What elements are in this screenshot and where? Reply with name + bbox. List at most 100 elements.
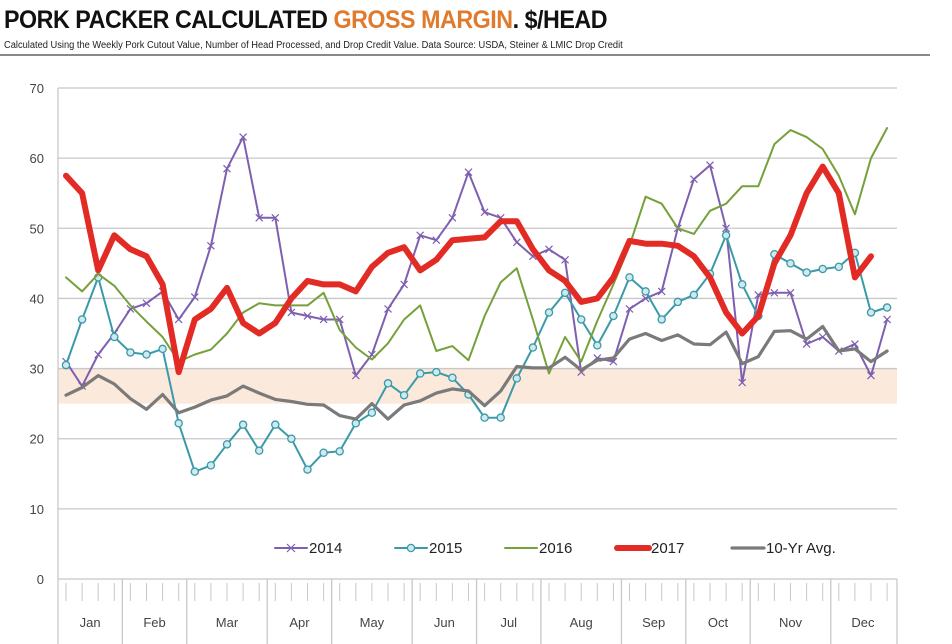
data-point	[77, 315, 87, 324]
x-month-label: Mar	[216, 615, 239, 630]
data-point	[576, 315, 586, 324]
legend-item: 2016	[504, 540, 572, 557]
data-point	[61, 360, 71, 370]
x-month-label: Jan	[80, 615, 101, 630]
data-point	[786, 288, 795, 297]
data-point	[641, 287, 650, 296]
x-month-label: Apr	[289, 615, 310, 630]
data-point	[400, 280, 409, 289]
data-point	[190, 293, 199, 301]
data-point	[448, 213, 457, 222]
y-tick-label: 10	[30, 502, 44, 517]
x-month-label: Jul	[500, 615, 517, 630]
legend-marker	[286, 543, 296, 553]
data-point	[528, 343, 538, 352]
data-point	[802, 268, 811, 277]
data-point	[738, 378, 747, 387]
data-point	[416, 231, 425, 240]
data-point	[110, 332, 119, 342]
x-month-label: Jun	[434, 615, 455, 630]
data-point	[512, 238, 521, 247]
data-point	[673, 297, 683, 307]
data-point	[593, 341, 602, 350]
data-point	[689, 175, 698, 184]
data-point	[657, 287, 666, 296]
data-point	[415, 369, 425, 378]
data-point	[238, 420, 248, 429]
series-line	[65, 127, 889, 375]
data-point	[866, 308, 876, 317]
y-tick-label: 60	[30, 151, 44, 166]
data-point	[464, 168, 473, 177]
y-tick-label: 20	[30, 432, 44, 447]
x-month-label: May	[360, 615, 385, 630]
data-point	[657, 315, 666, 324]
series-2014	[62, 133, 892, 391]
data-point	[174, 315, 183, 324]
data-point	[384, 305, 392, 313]
data-point	[706, 161, 714, 170]
series-2017	[63, 163, 874, 376]
data-point	[271, 213, 280, 222]
y-tick-label: 70	[30, 81, 44, 96]
data-point	[818, 264, 827, 274]
data-point	[351, 419, 361, 428]
data-point	[174, 419, 183, 428]
data-point	[689, 290, 699, 300]
series-2016	[65, 127, 889, 375]
data-point	[399, 390, 409, 400]
data-point	[206, 241, 215, 250]
title-divider	[0, 54, 930, 56]
data-point	[94, 350, 103, 359]
data-point	[319, 448, 328, 457]
data-point	[255, 213, 264, 222]
data-point	[303, 312, 312, 320]
data-point	[206, 461, 216, 470]
legend-label: 2016	[539, 540, 572, 557]
data-point	[834, 262, 844, 272]
data-point	[496, 413, 505, 422]
data-point	[545, 245, 553, 254]
legend-label: 2014	[309, 540, 342, 557]
y-tick-label: 40	[30, 291, 44, 306]
data-point	[754, 290, 763, 299]
data-point	[432, 236, 441, 245]
series-2015	[61, 231, 892, 476]
data-point	[432, 367, 441, 377]
data-point	[254, 446, 264, 455]
data-point	[770, 288, 779, 297]
data-point	[867, 371, 875, 380]
data-point	[222, 440, 232, 449]
data-point	[882, 303, 892, 312]
legend-label: 2015	[429, 540, 462, 557]
data-point	[142, 350, 151, 359]
data-point	[239, 133, 248, 142]
x-month-label: Nov	[779, 615, 803, 630]
data-point	[271, 420, 280, 429]
x-month-label: Feb	[143, 615, 165, 630]
y-tick-label: 30	[30, 362, 44, 377]
data-point	[883, 315, 892, 324]
x-month-label: Aug	[570, 615, 593, 630]
data-point	[303, 465, 312, 474]
data-point	[818, 333, 827, 341]
title-unit: . $/HEAD	[512, 6, 608, 34]
legend-item: 10-Yr Avg.	[730, 540, 836, 557]
data-point	[351, 371, 360, 380]
chart-subtitle: Calculated Using the Weekly Pork Cutout …	[4, 40, 623, 51]
y-tick-label: 0	[37, 572, 44, 587]
legend: 2014 2015 2016 2017 10-Yr Avg.	[274, 540, 836, 557]
series-line	[64, 324, 889, 421]
data-point	[335, 315, 344, 324]
series-line	[65, 136, 889, 388]
data-point	[544, 308, 554, 317]
title-accent: GROSS MARGIN	[333, 6, 513, 34]
title-text: PORK PACKER CALCULATED	[4, 6, 334, 34]
legend-label: 10-Yr Avg.	[766, 540, 836, 557]
data-point	[158, 344, 167, 354]
chart-title: PORK PACKER CALCULATED GROSS MARGIN. $/H…	[4, 6, 608, 35]
legend-item: 2017	[614, 540, 684, 557]
data-point	[625, 273, 634, 282]
data-point	[512, 374, 522, 383]
